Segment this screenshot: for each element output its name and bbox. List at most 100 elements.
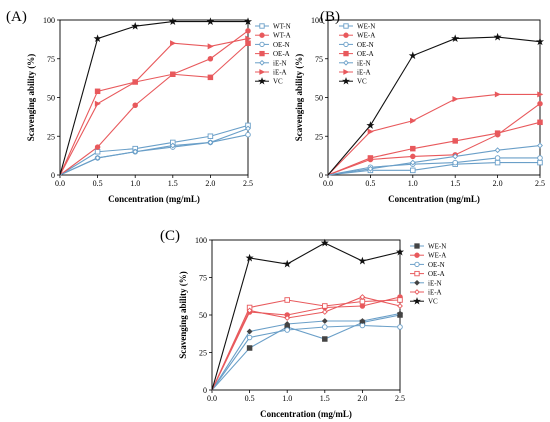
legend-swatch-marker xyxy=(259,23,265,29)
data-point xyxy=(207,133,214,139)
x-tick-label: 0.0 xyxy=(323,179,333,188)
data-point xyxy=(246,328,253,335)
legend-label: WE-N xyxy=(428,243,446,251)
series-line xyxy=(59,42,249,176)
data-point xyxy=(246,307,253,314)
plot-frame xyxy=(59,19,249,176)
data-point xyxy=(493,32,502,41)
data-point xyxy=(397,297,403,303)
series-line xyxy=(327,93,540,176)
y-tick-label: 100 xyxy=(195,236,207,245)
data-point xyxy=(207,139,214,146)
data-point xyxy=(243,17,253,25)
legend-swatch-marker xyxy=(259,41,265,48)
data-point xyxy=(322,336,328,342)
x-tick-label: 1.0 xyxy=(282,394,292,403)
data-point xyxy=(246,334,253,341)
y-tick-label: 50 xyxy=(47,94,55,103)
x-tick-label: 2.5 xyxy=(243,179,253,188)
data-point xyxy=(207,43,214,50)
series-vc xyxy=(211,238,405,391)
legend-label: WT-N xyxy=(273,23,291,31)
data-point xyxy=(284,327,290,333)
data-point xyxy=(452,138,458,144)
series-line xyxy=(327,36,541,176)
data-point xyxy=(131,21,140,30)
data-point xyxy=(322,324,328,330)
data-point xyxy=(537,100,543,107)
x-tick-label: 0.5 xyxy=(365,179,375,188)
data-point xyxy=(410,117,417,124)
series-line xyxy=(59,38,249,176)
data-point xyxy=(395,247,405,256)
legend-swatch-marker xyxy=(414,289,420,295)
legend-label: OE-A xyxy=(273,50,290,58)
legend-label: WT-A xyxy=(273,32,291,40)
series-line xyxy=(327,157,540,176)
data-point xyxy=(494,147,501,154)
x-tick-label: 0.5 xyxy=(245,394,255,403)
series-line xyxy=(59,30,249,176)
chart-panel-3: (C) 0.0 0.5 1.0 1.5 2.0 2.5 0 25 50 75 100 Concentra… xyxy=(160,228,446,419)
data-point xyxy=(359,294,366,300)
legend-label: OE-A xyxy=(357,50,374,58)
series-line xyxy=(327,162,540,176)
data-point xyxy=(537,119,543,126)
series-ie-n xyxy=(327,142,543,176)
series-line xyxy=(59,20,248,176)
data-point xyxy=(409,159,416,166)
data-point xyxy=(207,56,214,62)
data-point xyxy=(246,345,253,351)
legend-label: iE-N xyxy=(357,59,371,67)
y-tick-label: 100 xyxy=(311,16,323,25)
series-vc xyxy=(59,17,253,176)
series-ie-n xyxy=(59,125,251,176)
legend-label: VC xyxy=(357,78,367,86)
y-tick-label: 0 xyxy=(203,386,207,395)
series-wt-a xyxy=(59,28,251,176)
legend-swatch-marker xyxy=(343,41,349,48)
legend: WE-NWE-AOE-NOE-AiE-N iE-AVC xyxy=(339,23,375,86)
data-point xyxy=(94,100,101,107)
y-tick-label: 0 xyxy=(51,171,55,180)
series-line xyxy=(211,296,401,391)
x-tick-label: 1.0 xyxy=(408,179,418,188)
x-tick-label: 1.5 xyxy=(450,179,460,188)
data-point xyxy=(94,155,101,161)
data-point xyxy=(358,256,367,265)
x-tick-label: 1.5 xyxy=(168,179,178,188)
x-axis-title: Concentration (mg/mL) xyxy=(388,194,480,204)
data-point xyxy=(367,155,374,161)
legend-label: WE-A xyxy=(357,32,375,40)
data-point xyxy=(451,34,460,43)
data-point xyxy=(284,315,291,321)
series-vc xyxy=(327,32,545,176)
data-point xyxy=(169,142,176,149)
legend-swatch-marker xyxy=(414,279,420,286)
series-ie-n xyxy=(211,310,403,391)
series-line xyxy=(211,299,401,391)
data-point xyxy=(93,34,102,43)
legend-label: OE-N xyxy=(357,41,374,49)
data-point xyxy=(245,125,251,132)
y-tick-label: 100 xyxy=(43,16,55,25)
legend-swatch-marker xyxy=(343,50,349,57)
y-tick-label: 50 xyxy=(199,311,207,320)
series-ie-a xyxy=(59,35,252,176)
legend-label: VC xyxy=(273,78,283,86)
data-point xyxy=(397,303,403,309)
legend-swatch-marker xyxy=(414,243,420,249)
x-tick-label: 0.5 xyxy=(93,179,103,188)
data-point xyxy=(321,309,328,315)
legend-swatch-marker xyxy=(343,59,349,66)
x-tick-label: 2.0 xyxy=(205,179,215,188)
series-we-a xyxy=(211,294,403,391)
y-tick-label: 25 xyxy=(315,132,323,141)
legend-label: iE-N xyxy=(273,59,287,67)
legend-swatch-marker xyxy=(259,32,265,38)
series-line xyxy=(211,242,401,391)
data-point xyxy=(359,318,366,324)
data-point xyxy=(452,153,459,160)
legend-label: OE-N xyxy=(428,261,445,269)
data-point xyxy=(132,148,139,155)
